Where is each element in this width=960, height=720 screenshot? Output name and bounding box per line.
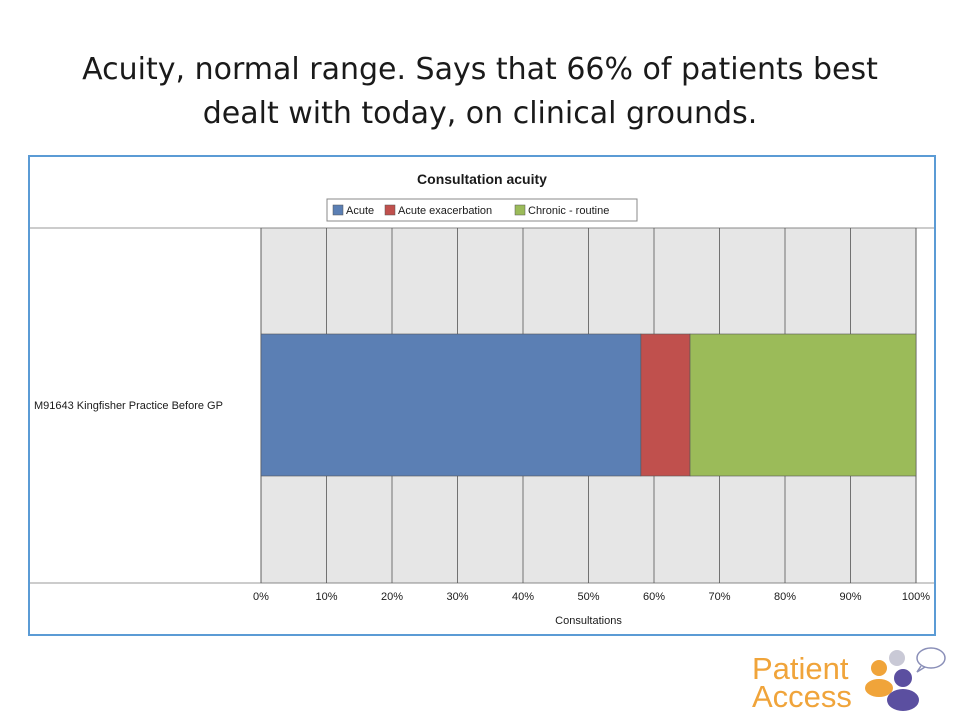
legend-label-0: Acute [346,205,374,217]
bar-acute [260,333,642,477]
x-tick-label: 20% [381,591,403,603]
category-label: M91643 Kingfisher Practice Before GP [34,400,223,412]
slide-title: Acuity, normal range. Says that 66% of p… [40,48,920,136]
x-tick-label: 100% [902,591,930,603]
x-axis-label: Consultations [555,615,622,627]
legend-box [326,198,638,222]
patient-access-logo: Patient Access [748,644,948,714]
legend-swatch-0 [332,204,344,216]
consultation-acuity-chart: Consultation acuity Acute Acute exacerbati… [30,171,934,627]
chart-frame: Consultation acuity Acute Acute exacerbati… [28,155,936,636]
bar-chronic-routine [689,333,917,477]
slide-title-line-2: dealt with today, on clinical grounds. [202,96,758,131]
slide-title-line-1: Acuity, normal range. Says that 66% of p… [82,52,878,87]
x-tick-label: 50% [577,591,599,603]
x-tick-label: 40% [512,591,534,603]
x-tick-label: 10% [315,591,337,603]
x-tick-label: 90% [839,591,861,603]
legend-swatch-2 [514,204,526,216]
legend-swatch-1 [384,204,396,216]
logo-word-access: Access [752,679,852,714]
x-tick-label: 30% [446,591,468,603]
legend-label-1: Acute exacerbation [398,205,492,217]
x-tick-label: 0% [253,591,269,603]
logo-people-icon [865,647,946,711]
legend-label-2: Chronic - routine [528,205,609,217]
logo-word-patient: Patient [752,651,849,686]
x-tick-label: 80% [774,591,796,603]
x-tick-label: 60% [643,591,665,603]
x-tick-label: 70% [708,591,730,603]
chart-title: Consultation acuity [417,171,547,187]
bar-acute-exacerbation [640,333,691,477]
